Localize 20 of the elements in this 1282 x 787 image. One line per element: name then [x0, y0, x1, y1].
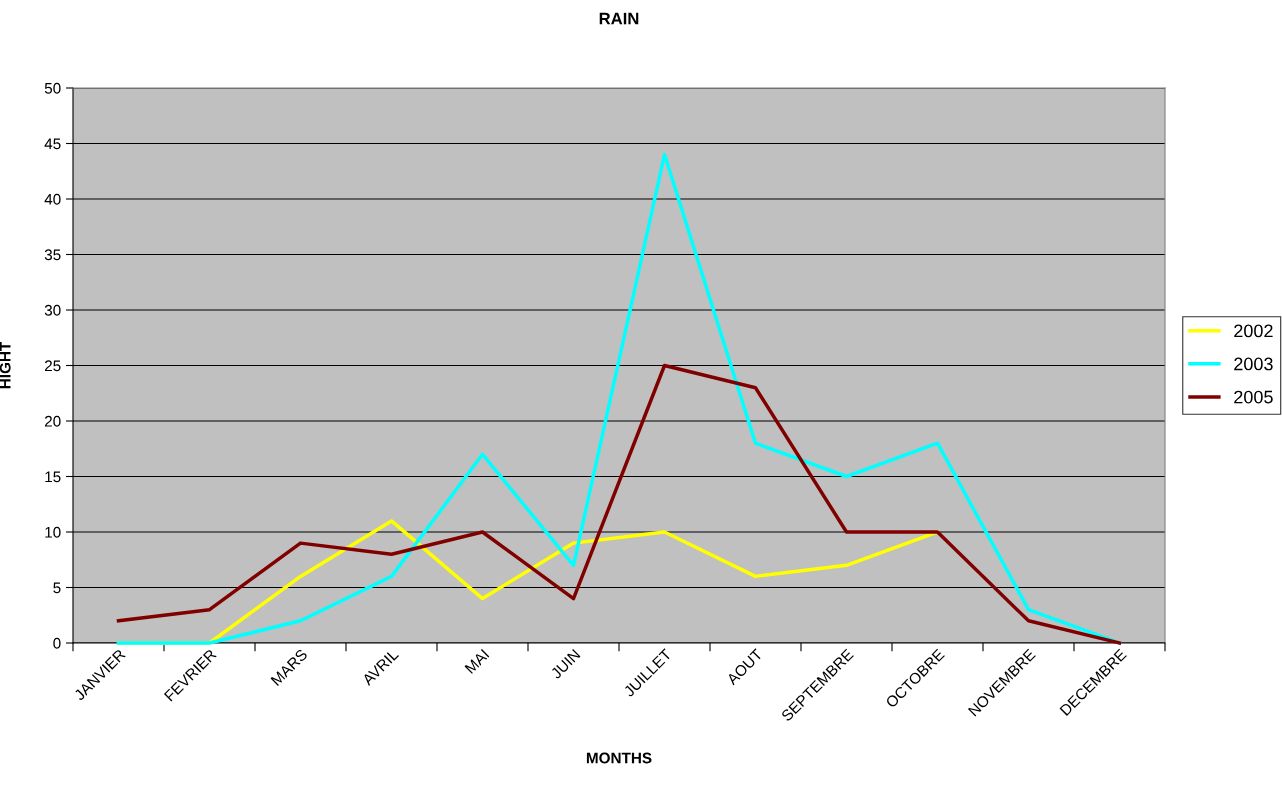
line-series: [116, 363, 1122, 645]
y-tick-label: 25: [44, 360, 61, 372]
x-tick-label: MAI: [464, 649, 490, 674]
y-tick-label: 30: [44, 304, 61, 316]
y-tick-label: 10: [45, 526, 61, 538]
y-tick-label: 45: [44, 138, 61, 150]
y-tick-label: 40: [44, 193, 61, 205]
line-series: [116, 152, 1122, 645]
y-tick-label: 0: [53, 637, 61, 649]
y-tick-label: 5: [53, 582, 61, 594]
y-tick-label: 50: [44, 82, 61, 94]
y-tick-label: 20: [44, 415, 61, 427]
chart-title: RAIN: [599, 12, 639, 25]
legend-label: 2005: [1234, 390, 1273, 404]
y-axis-title: HIGHT: [0, 341, 11, 389]
y-tick-label: 35: [44, 249, 61, 261]
legend-label: 2003: [1234, 357, 1273, 371]
x-axis-title: MONTHS: [586, 752, 652, 764]
y-tick-label: 15: [45, 471, 61, 483]
legend-label: 2002: [1234, 324, 1273, 338]
